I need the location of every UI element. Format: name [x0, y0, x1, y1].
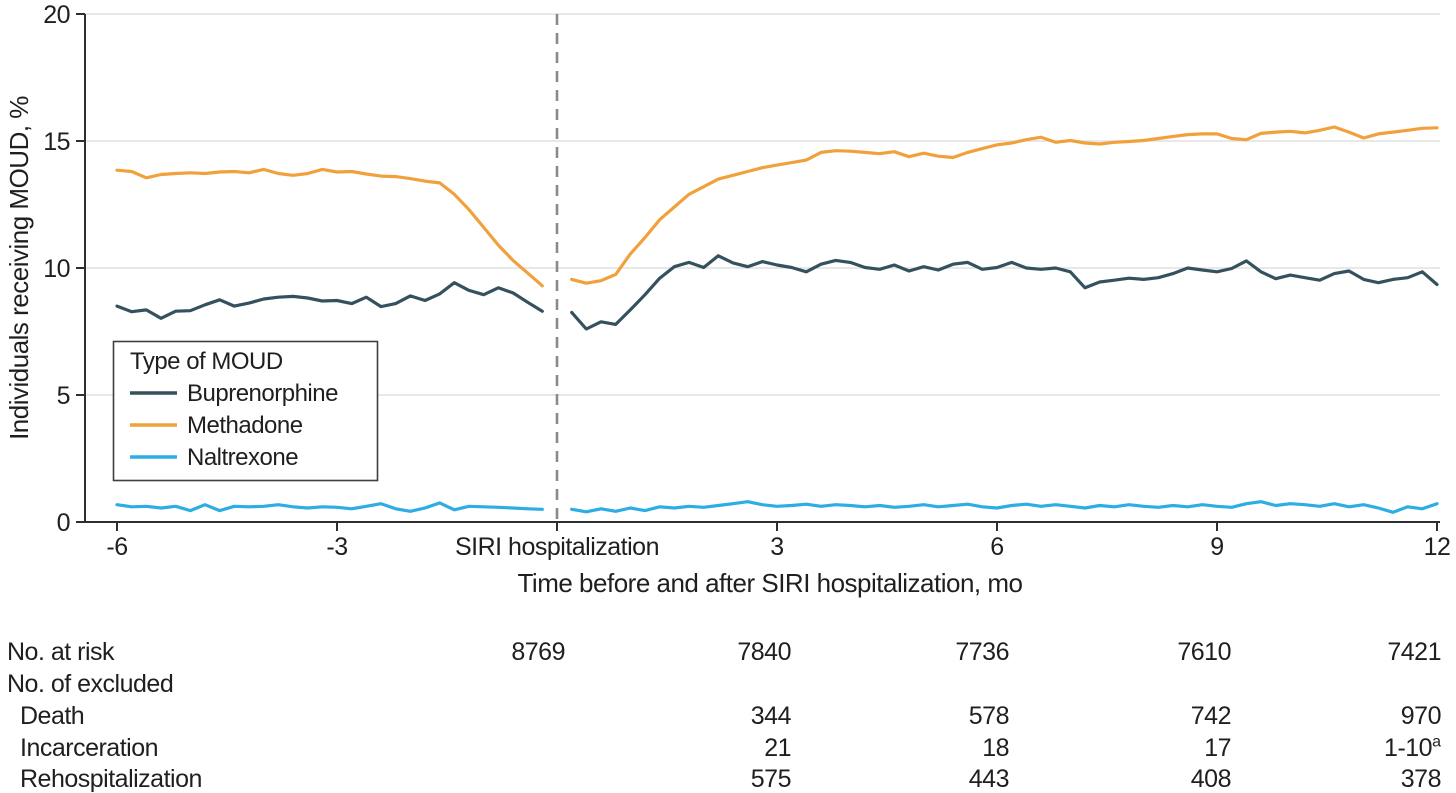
risk-value: 17 — [1204, 734, 1231, 762]
x-tick-label: -3 — [326, 533, 347, 561]
risk-value-with-footnote: 1-10a — [1271, 734, 1441, 763]
legend-label-naltrexone: Naltrexone — [187, 444, 298, 471]
risk-value: 575 — [750, 765, 792, 793]
series-line-methadone-pre — [115, 167, 544, 288]
x-tick-label: 9 — [1210, 533, 1223, 561]
moud-line-chart: 0 5 10 15 20 -6 -3 SIRI hospitalization 3 6 9 12 I… — [4, 1, 1451, 598]
risk-value: 970 — [1400, 702, 1442, 730]
y-tick-label: 5 — [57, 382, 70, 410]
risk-table-row-no-of-excluded: No. of excluded — [0, 670, 1456, 698]
x-axis-title: Time before and after SIRI hospitalizati… — [518, 568, 1023, 598]
risk-value: 578 — [968, 702, 1010, 730]
x-tick-label: -6 — [106, 533, 127, 561]
y-axis-title: Individuals receiving MOUD, % — [4, 96, 34, 440]
legend-label-methadone: Methadone — [187, 412, 303, 439]
x-tick-label: 6 — [990, 533, 1003, 561]
x-ticks-layer: -6 -3 SIRI hospitalization 3 6 9 12 — [106, 522, 1451, 561]
series-line-naltrexone-post — [570, 500, 1439, 514]
legend: Type of MOUD Buprenorphine Methadone Nal… — [112, 340, 379, 482]
row-label: Death — [20, 702, 85, 730]
series-layer — [115, 125, 1439, 514]
series-line-buprenorphine-post — [570, 254, 1439, 331]
risk-value: 7840 — [737, 638, 791, 666]
risk-value: 443 — [968, 765, 1010, 793]
risk-value: 378 — [1400, 765, 1442, 793]
footnote-marker: a — [1432, 733, 1441, 751]
x-tick-label: 12 — [1424, 533, 1451, 561]
gridlines-layer — [85, 13, 1440, 396]
risk-value: 7736 — [955, 638, 1009, 666]
y-tick-label: 15 — [43, 128, 70, 156]
series-line-methadone-post — [570, 125, 1439, 285]
risk-table-row-no-at-risk: No. at risk 8769 7840 7736 7610 7421 — [0, 638, 1456, 666]
y-ticks-layer: 0 5 10 15 20 — [43, 1, 85, 537]
legend-title: Type of MOUD — [130, 348, 283, 375]
x-tick-label: SIRI hospitalization — [455, 533, 659, 561]
risk-table-row-death: Death 344 578 742 970 — [0, 702, 1456, 730]
risk-value: 21 — [764, 734, 791, 762]
risk-value: 1-10 — [1384, 734, 1433, 762]
row-label: Incarceration — [20, 734, 159, 762]
risk-value: 408 — [1190, 765, 1232, 793]
legend-label-buprenorphine: Buprenorphine — [187, 380, 338, 407]
row-label: No. of excluded — [7, 670, 174, 698]
risk-table-row-incarceration: Incarceration 21 18 17 1-10a — [0, 734, 1456, 762]
series-line-naltrexone-pre — [115, 501, 544, 513]
risk-value: 18 — [982, 734, 1009, 762]
row-label: No. at risk — [7, 638, 115, 666]
risk-table-row-rehospitalization: Rehospitalization 575 443 408 378 — [0, 765, 1456, 793]
row-label: Rehospitalization — [20, 765, 202, 793]
risk-value: 742 — [1190, 702, 1232, 730]
risk-value: 344 — [750, 702, 792, 730]
risk-value: 8769 — [511, 638, 565, 666]
y-tick-label: 0 — [57, 509, 70, 537]
risk-value: 7421 — [1387, 638, 1441, 666]
risk-value: 7610 — [1177, 638, 1231, 666]
x-tick-label: 3 — [770, 533, 783, 561]
y-tick-label: 10 — [43, 255, 70, 283]
y-tick-label: 20 — [43, 1, 70, 29]
series-line-buprenorphine-pre — [115, 281, 544, 320]
